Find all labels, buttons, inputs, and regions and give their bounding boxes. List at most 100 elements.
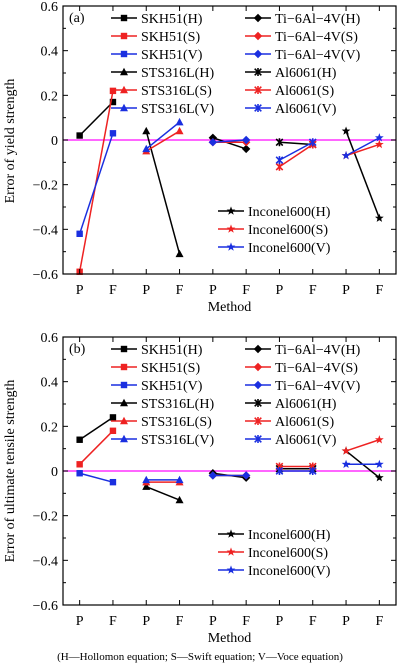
data-point: [76, 436, 83, 443]
x-tick-label: F: [176, 614, 184, 629]
legend-item: Al6061(S): [245, 415, 334, 430]
legend-marker: [120, 32, 128, 40]
data-point: [142, 144, 151, 153]
x-tick-label: F: [375, 283, 383, 298]
legend-label: SKH51(S): [141, 30, 200, 45]
x-tick-label: P: [76, 283, 84, 298]
series-line: [145, 121, 181, 150]
legend-label: STS316L(S): [141, 415, 212, 430]
x-tick-label: P: [142, 283, 150, 298]
y-tick-label: 0.4: [41, 45, 59, 60]
x-tick-label: P: [209, 283, 217, 298]
figure-caption: (H—Hollomon equation; S—Swift equation; …: [57, 651, 343, 663]
legend-label: SKH51(H): [141, 12, 203, 27]
data-point: [109, 414, 117, 421]
x-tick-label: F: [109, 283, 117, 298]
legend-marker: [226, 565, 236, 574]
series-line: [345, 137, 380, 157]
legend-label: Ti−6Al−4V(S): [275, 30, 358, 45]
data-point: [275, 162, 284, 171]
data-point: [175, 117, 184, 126]
legend-marker: [226, 224, 236, 233]
data-point: [175, 126, 184, 135]
legend-marker: [254, 399, 262, 407]
data-point: [208, 138, 218, 147]
legend-label: Inconel600(H): [248, 205, 331, 220]
legend-label: Inconel600(V): [248, 241, 331, 256]
legend-item: Ti−6Al−4V(V): [245, 48, 361, 63]
legend-marker: [253, 49, 263, 59]
legend-label: Al6061(V): [275, 102, 337, 117]
data-point: [175, 249, 184, 258]
series-line: [212, 139, 247, 143]
legend-marker: [226, 529, 236, 538]
x-tick-label: P: [342, 283, 350, 298]
series-line: [145, 485, 180, 501]
series-SKH51(S): [76, 427, 117, 468]
series-line: [79, 472, 114, 483]
data-point: [308, 467, 317, 475]
data-point: [275, 467, 284, 475]
series-Inconel600(V): [341, 133, 384, 160]
series-line: [279, 143, 314, 168]
legend-label: SKH51(H): [141, 343, 203, 358]
y-tick-label: 0.4: [41, 376, 59, 391]
data-point: [109, 478, 117, 486]
y-tick-label: −0.2: [33, 179, 58, 194]
data-point: [241, 471, 251, 480]
legend-item: Inconel600(H): [218, 205, 331, 220]
legend-label: Ti−6Al−4V(S): [275, 361, 358, 376]
data-point: [341, 151, 351, 160]
data-point: [76, 230, 83, 237]
y-tick-label: −0.6: [33, 268, 58, 283]
y-tick-label: 0: [51, 465, 58, 480]
legend-label: Ti−6Al−4V(V): [275, 379, 361, 394]
legend-marker: [120, 416, 128, 425]
data-point: [175, 475, 184, 484]
legend-marker: [254, 86, 262, 94]
x-tick-label: F: [309, 283, 317, 298]
legend-label: Inconel600(S): [248, 223, 328, 238]
series-STS316L(V): [142, 117, 184, 153]
legend-marker: [120, 103, 128, 112]
data-point: [275, 138, 284, 147]
legend-item: SKH51(V): [111, 379, 203, 394]
legend-marker: [253, 344, 263, 354]
data-point: [76, 461, 83, 468]
series-line: [79, 430, 114, 465]
x-tick-label: F: [375, 614, 383, 629]
series-SKH51(H): [76, 98, 117, 139]
legend-marker: [120, 85, 128, 94]
legend-item: Inconel600(V): [218, 564, 331, 579]
legend-marker: [120, 381, 128, 389]
legend-marker: [120, 14, 128, 22]
panel-label: (a): [69, 11, 85, 26]
legend-item: STS316L(H): [111, 66, 214, 81]
data-point: [142, 126, 151, 135]
data-point: [241, 144, 251, 154]
x-tick-label: P: [209, 614, 217, 629]
legend-item: Al6061(H): [245, 66, 337, 81]
series-line: [279, 141, 314, 161]
legend-item: SKH51(H): [111, 343, 203, 358]
series-line: [345, 143, 380, 157]
legend-label: STS316L(S): [141, 84, 212, 99]
legend-item: Ti−6Al−4V(S): [245, 30, 358, 45]
series-Al6061(V): [275, 138, 317, 165]
series-line: [79, 101, 114, 137]
legend-label: Ti−6Al−4V(H): [275, 343, 361, 358]
legend-item: Ti−6Al−4V(H): [245, 12, 361, 27]
legend-item: Ti−6Al−4V(V): [245, 379, 361, 394]
series-Inconel600(H): [341, 126, 384, 222]
data-point: [76, 132, 83, 139]
legend-marker: [120, 434, 128, 443]
x-tick-label: F: [176, 283, 184, 298]
data-point: [109, 98, 117, 106]
legend-marker: [253, 362, 263, 372]
legend-item: STS316L(H): [111, 397, 214, 412]
series-STS316L(H): [142, 126, 184, 258]
legend-marker: [254, 435, 262, 443]
legend-label: Al6061(S): [275, 84, 334, 99]
legend: SKH51(H) SKH51(S) SKH51(V) STS316L(H) STS316…: [111, 12, 361, 256]
data-point: [341, 126, 351, 135]
